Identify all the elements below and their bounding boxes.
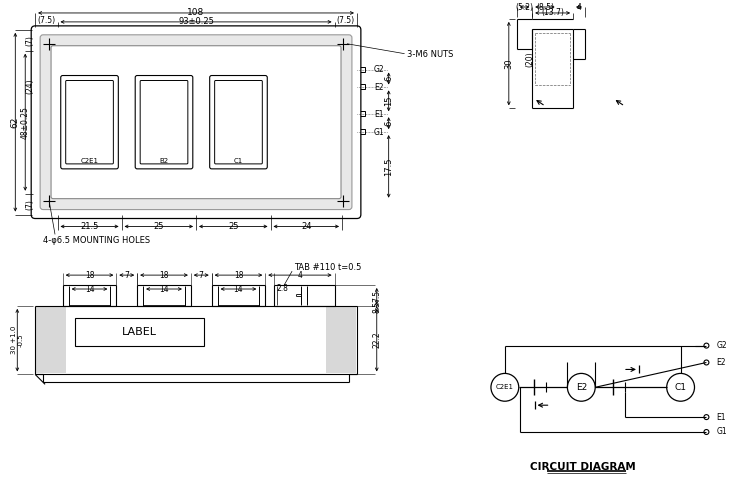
Circle shape (272, 197, 280, 204)
Circle shape (337, 38, 349, 50)
Bar (36, 307, 66, 373)
Text: 18: 18 (234, 271, 243, 280)
Text: (7): (7) (26, 35, 35, 46)
Circle shape (275, 43, 277, 45)
Circle shape (272, 40, 280, 48)
Text: 3-M6 NUTS: 3-M6 NUTS (407, 50, 453, 59)
Text: E2: E2 (374, 83, 383, 92)
Text: G2: G2 (374, 65, 385, 74)
Bar (326, 307, 356, 373)
Circle shape (337, 195, 349, 206)
FancyBboxPatch shape (135, 76, 193, 169)
Circle shape (567, 373, 595, 401)
Circle shape (112, 40, 120, 48)
FancyBboxPatch shape (215, 81, 262, 164)
Text: E2: E2 (576, 383, 587, 392)
Text: (5.2): (5.2) (515, 2, 534, 12)
FancyBboxPatch shape (40, 35, 352, 209)
Text: 6: 6 (384, 76, 393, 81)
Text: 6: 6 (384, 121, 393, 126)
Text: C2E1: C2E1 (80, 158, 99, 164)
FancyBboxPatch shape (61, 76, 118, 169)
FancyBboxPatch shape (66, 81, 113, 164)
Text: G2: G2 (716, 341, 727, 350)
Text: (13.7): (13.7) (541, 8, 564, 18)
Text: G1: G1 (716, 427, 727, 436)
Text: 4-φ6.5 MOUNTING HOLES: 4-φ6.5 MOUNTING HOLES (43, 236, 150, 245)
Bar (358, 84, 365, 89)
Text: 17.5: 17.5 (384, 157, 393, 176)
Text: E1: E1 (374, 110, 383, 119)
Circle shape (704, 360, 709, 365)
Circle shape (112, 197, 120, 204)
FancyBboxPatch shape (51, 46, 341, 199)
Text: 7.5: 7.5 (372, 290, 381, 302)
Text: 4: 4 (577, 2, 582, 12)
Text: 25: 25 (153, 222, 164, 231)
Circle shape (491, 373, 519, 401)
Circle shape (115, 43, 117, 45)
Text: 8.5: 8.5 (372, 301, 381, 313)
Text: 14: 14 (85, 285, 94, 293)
Text: 15: 15 (384, 96, 393, 106)
FancyBboxPatch shape (210, 76, 267, 169)
Text: 22.2: 22.2 (372, 332, 381, 348)
Circle shape (704, 429, 709, 434)
Text: (7.5): (7.5) (37, 17, 55, 25)
Text: E2: E2 (716, 358, 726, 367)
Text: (7): (7) (26, 199, 35, 209)
Text: 48±0.25: 48±0.25 (20, 106, 30, 139)
Circle shape (115, 200, 117, 202)
Text: 2.8: 2.8 (276, 284, 288, 292)
Text: 108: 108 (188, 8, 204, 18)
Bar (358, 111, 365, 116)
Circle shape (231, 114, 247, 130)
Circle shape (43, 38, 55, 50)
Text: 7: 7 (124, 271, 129, 280)
Circle shape (275, 200, 277, 202)
Text: 14: 14 (159, 285, 169, 293)
Text: C1: C1 (234, 158, 243, 164)
Bar (75, 318, 204, 346)
Circle shape (704, 415, 709, 420)
Circle shape (43, 195, 55, 206)
Text: 24: 24 (301, 222, 312, 231)
Text: (24): (24) (26, 79, 35, 94)
Circle shape (192, 40, 200, 48)
Text: 4: 4 (298, 271, 302, 280)
Text: CIRCUIT DIAGRAM: CIRCUIT DIAGRAM (531, 462, 636, 472)
Text: C1: C1 (675, 383, 687, 392)
Text: TAB #110 t=0.5: TAB #110 t=0.5 (294, 263, 361, 272)
Text: 18: 18 (159, 271, 169, 280)
Text: (20): (20) (526, 51, 535, 67)
Text: E1: E1 (716, 412, 726, 422)
Bar (358, 66, 365, 72)
Text: C2E1: C2E1 (496, 385, 514, 390)
Text: (8.5): (8.5) (536, 2, 554, 12)
Text: 30: 30 (504, 58, 513, 69)
Text: 93±0.25: 93±0.25 (178, 18, 214, 26)
Text: (7.5): (7.5) (337, 17, 355, 25)
Text: 18: 18 (85, 271, 94, 280)
Bar (358, 129, 365, 134)
Text: 30 +1.0
-0.5: 30 +1.0 -0.5 (11, 326, 24, 354)
FancyBboxPatch shape (140, 81, 188, 164)
Text: 14: 14 (234, 285, 243, 293)
Text: 62: 62 (11, 117, 20, 128)
Circle shape (195, 43, 197, 45)
Circle shape (82, 114, 98, 130)
Text: 25: 25 (228, 222, 239, 231)
Text: 21.5: 21.5 (80, 222, 99, 231)
Text: B2: B2 (159, 158, 169, 164)
Text: LABEL: LABEL (122, 326, 157, 337)
Circle shape (704, 343, 709, 348)
Circle shape (156, 114, 172, 130)
Text: 7: 7 (199, 271, 204, 280)
FancyBboxPatch shape (31, 26, 361, 219)
Circle shape (666, 373, 694, 401)
Text: G1: G1 (374, 128, 385, 137)
